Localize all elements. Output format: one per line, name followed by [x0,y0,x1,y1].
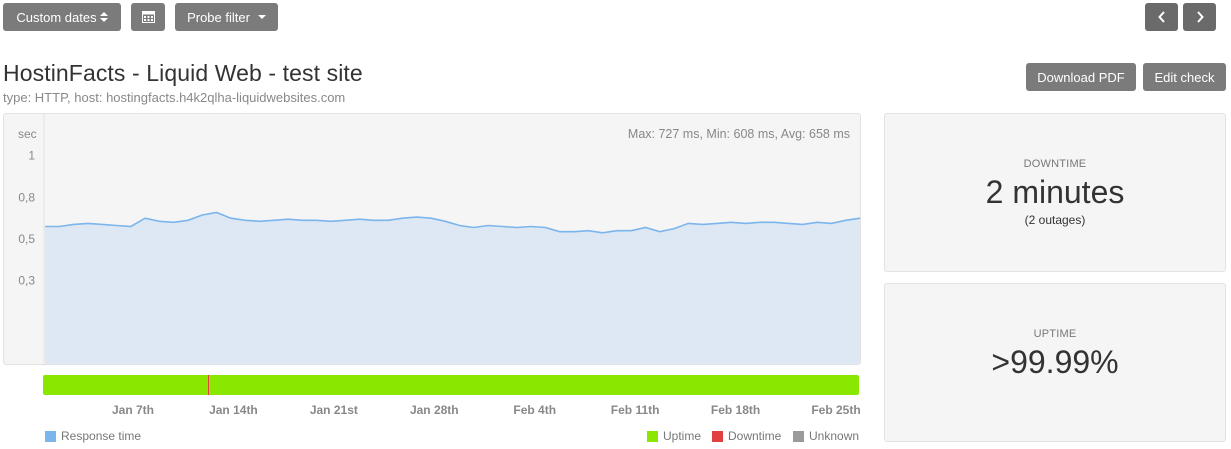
unknown-swatch [793,430,804,442]
downtime-swatch [712,430,723,442]
legend-downtime: Downtime [712,429,781,443]
x-tick-label: Feb 25th [811,403,861,417]
x-tick-label: Jan 28th [409,403,459,417]
uptime-label: UPTIME [1033,328,1077,340]
legend-downtime-label: Downtime [728,429,782,443]
downtime-marker[interactable] [208,375,209,395]
chart-summary: Max: 727 ms, Min: 608 ms, Avg: 658 ms [628,127,850,141]
uptime-panel: UPTIME >99.99% [884,283,1226,442]
x-tick-label: Jan 21st [309,403,358,417]
legend-uptime-label: Uptime [663,429,702,443]
legend-unknown-label: Unknown [809,429,860,443]
chevron-left-icon [1157,11,1165,23]
y-tick-label: 0,5 [18,232,35,246]
x-tick-label: Feb 4th [513,403,557,417]
calendar-icon [141,11,155,23]
x-tick-label: Jan 14th [209,403,258,417]
prev-period-button[interactable] [1145,3,1178,31]
uptime-timeline[interactable] [43,375,859,395]
page-title: HostinFacts - Liquid Web - test site [3,60,363,86]
downtime-value: 2 minutes [985,174,1125,210]
caret-down-icon [257,15,266,19]
response-time-swatch [45,430,56,442]
chevron-right-icon [1196,11,1204,23]
edit-check-button[interactable]: Edit check [1143,63,1226,91]
downtime-label: DOWNTIME [1023,158,1087,170]
x-tick-label: Feb 11th [610,403,660,417]
probe-filter-label: Probe filter [187,9,250,25]
custom-dates-button[interactable]: Custom dates [3,3,121,31]
probe-filter-button[interactable]: Probe filter [175,3,278,31]
response-time-area [45,212,860,364]
y-axis-label: sec [18,127,37,141]
check-subtitle: type: HTTP, host: hostingfacts.h4k2qlha-… [3,90,346,105]
y-tick-label: 0,3 [18,274,35,288]
calendar-button[interactable] [131,3,165,31]
custom-dates-label: Custom dates [16,9,97,25]
downtime-panel: DOWNTIME 2 minutes (2 outages) [884,113,1226,272]
response-time-chart: sec Max: 727 ms, Min: 608 ms, Avg: 658 m… [3,113,861,366]
download-pdf-label: Download PDF [1037,69,1125,85]
x-tick-label: Feb 18th [710,403,761,417]
legend-response-time-label: Response time [61,429,142,443]
legend-response-time: Response time [45,429,141,443]
response-time-chart-svg: sec Max: 727 ms, Min: 608 ms, Avg: 658 m… [18,114,861,366]
y-tick-label: 1 [28,149,35,163]
x-tick-label: Jan 7th [111,403,155,417]
edit-check-label: Edit check [1154,69,1215,85]
download-pdf-button[interactable]: Download PDF [1026,63,1136,91]
y-tick-label: 0,8 [18,190,35,204]
response-time-line [45,211,861,234]
sort-caret-icon [99,12,108,22]
uptime-value: >99.99% [991,344,1119,380]
outage-count: (2 outages) [1024,213,1086,227]
uptime-swatch [647,430,658,442]
legend-uptime: Uptime [647,429,701,443]
legend-unknown: Unknown [793,429,859,443]
next-period-button[interactable] [1183,3,1216,31]
